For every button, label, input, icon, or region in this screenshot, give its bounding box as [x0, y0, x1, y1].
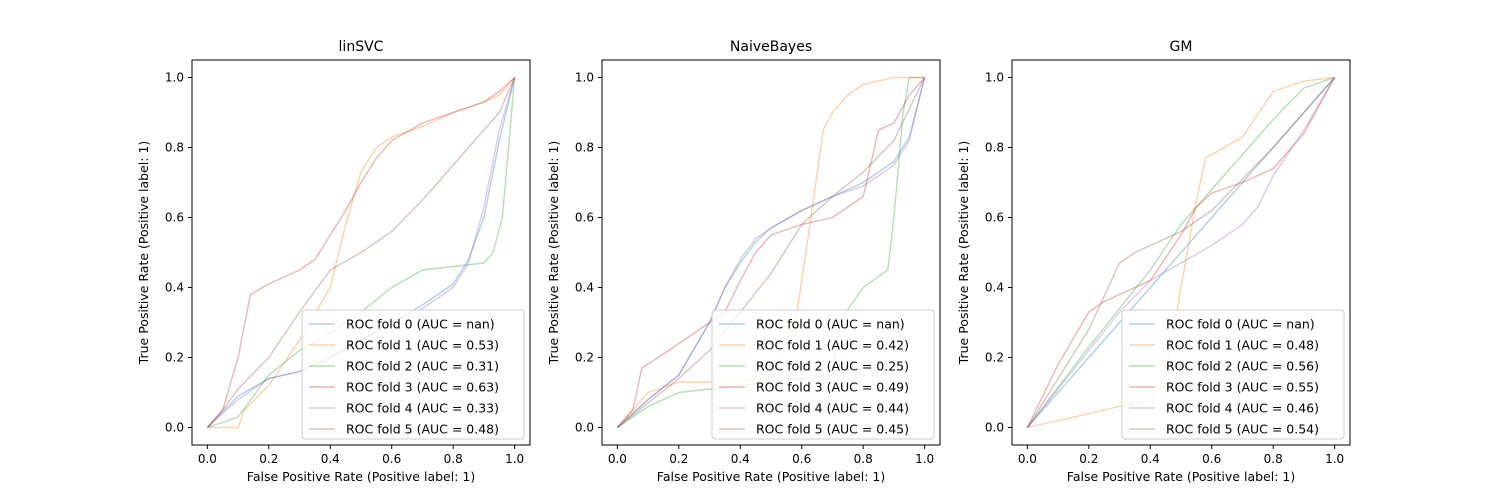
- subplot-panels: linSVC 0.0 0.2 0.4 0.6 0.8 1.0 0.0 0.2 0.4 0.6 0.8 1…: [136, 39, 1351, 484]
- legend-entry: ROC fold 2 (AUC = 0.31): [346, 359, 499, 374]
- roc-line-fold-1: [616, 76, 925, 428]
- roc-line-fold-4: [616, 77, 926, 429]
- x-tick-label: 0.6: [792, 452, 811, 466]
- chart-title: GM: [1170, 39, 1193, 55]
- x-tick-label: 0.8: [854, 452, 873, 466]
- roc-line-fold-3: [206, 76, 516, 428]
- axes-frame: [191, 59, 531, 446]
- x-tick-label: 0.0: [198, 452, 217, 466]
- x-tick-label: 0.8: [444, 452, 463, 466]
- legend-box: [711, 309, 935, 440]
- roc-line-fold-3: [616, 77, 926, 428]
- y-tick-label: 1.0: [165, 71, 184, 85]
- legend-entry: ROC fold 5 (AUC = 0.45): [756, 422, 909, 437]
- y-tick-label: 0.8: [985, 141, 1004, 155]
- subplot-0: linSVC 0.0 0.2 0.4 0.6 0.8 1.0 0.0 0.2 0.4 0.6 0.8 1…: [136, 39, 531, 484]
- legend-entry: ROC fold 5 (AUC = 0.54): [1166, 422, 1319, 437]
- axes-frame: [1011, 59, 1351, 446]
- roc-line-fold-5: [616, 77, 926, 429]
- x-tick-label: 0.2: [259, 452, 278, 466]
- legend-entry: ROC fold 1 (AUC = 0.53): [346, 338, 499, 353]
- roc-line-fold-5: [206, 77, 516, 428]
- roc-line-fold-2: [1026, 76, 1335, 428]
- roc-line-fold-0: [1026, 77, 1336, 428]
- legend: ROC fold 0 (AUC = nan) ROC fold 1 (AUC = …: [711, 309, 935, 440]
- x-axis-label: False Positive Rate (Positive label: 1): [247, 469, 475, 484]
- legend-entry: ROC fold 3 (AUC = 0.63): [346, 380, 499, 395]
- y-axis-label: True Positive Rate (Positive label: 1): [956, 141, 971, 366]
- legend: ROC fold 0 (AUC = nan) ROC fold 1 (AUC = …: [1121, 309, 1345, 440]
- roc-line-fold-0: [616, 77, 926, 429]
- legend-entry: ROC fold 0 (AUC = nan): [1166, 317, 1315, 332]
- x-tick-label: 0.2: [669, 452, 688, 466]
- legend-entry: ROC fold 4 (AUC = 0.46): [1166, 401, 1319, 416]
- legend-entry: ROC fold 5 (AUC = 0.48): [346, 422, 499, 437]
- roc-line-fold-4: [1026, 77, 1336, 428]
- legend-entry: ROC fold 1 (AUC = 0.42): [756, 338, 909, 353]
- x-axis-label: False Positive Rate (Positive label: 1): [1067, 469, 1295, 484]
- y-tick-label: 0.4: [575, 281, 594, 295]
- y-axis-label: True Positive Rate (Positive label: 1): [546, 141, 561, 366]
- axes-frame: [601, 59, 941, 446]
- legend-entry: ROC fold 2 (AUC = 0.25): [756, 359, 909, 374]
- legend-entry: ROC fold 1 (AUC = 0.48): [1166, 338, 1319, 353]
- legend: ROC fold 0 (AUC = nan) ROC fold 1 (AUC = …: [301, 309, 525, 440]
- y-tick-label: 1.0: [575, 71, 594, 85]
- y-tick-label: 0.0: [985, 421, 1004, 435]
- legend-entry: ROC fold 0 (AUC = nan): [756, 317, 905, 332]
- roc-line-fold-1: [1027, 76, 1335, 429]
- roc-line-fold-1: [207, 77, 516, 429]
- x-tick-label: 0.4: [1141, 452, 1160, 466]
- x-tick-label: 1.0: [915, 452, 934, 466]
- y-tick-label: 0.2: [985, 351, 1004, 365]
- chart-title: linSVC: [339, 39, 384, 55]
- x-tick-label: 0.4: [321, 452, 340, 466]
- subplot-1: NaiveBayes 0.0 0.2 0.4 0.6 0.8 1.0 0.0 0.2 0.4 0.6…: [546, 39, 941, 484]
- x-tick-label: 0.8: [1264, 452, 1283, 466]
- y-tick-label: 0.8: [165, 141, 184, 155]
- x-tick-label: 0.0: [608, 452, 627, 466]
- y-tick-label: 0.4: [985, 281, 1004, 295]
- y-tick-label: 0.8: [575, 141, 594, 155]
- legend-box: [301, 309, 525, 440]
- x-tick-label: 0.6: [1202, 452, 1221, 466]
- y-tick-label: 0.2: [165, 351, 184, 365]
- x-tick-label: 0.0: [1018, 452, 1037, 466]
- x-tick-label: 0.2: [1079, 452, 1098, 466]
- legend-entry: ROC fold 0 (AUC = nan): [346, 317, 495, 332]
- y-tick-label: 0.0: [575, 421, 594, 435]
- roc-line-fold-2: [207, 77, 516, 429]
- x-axis-label: False Positive Rate (Positive label: 1): [657, 469, 885, 484]
- y-tick-label: 0.2: [575, 351, 594, 365]
- x-tick-label: 1.0: [505, 452, 524, 466]
- roc-line-fold-5: [1026, 77, 1336, 428]
- legend-entry: ROC fold 4 (AUC = 0.33): [346, 401, 499, 416]
- series-group: [616, 76, 926, 429]
- x-tick-label: 1.0: [1325, 452, 1344, 466]
- x-tick-label: 0.4: [731, 452, 750, 466]
- y-tick-label: 0.4: [165, 281, 184, 295]
- y-tick-label: 0.6: [985, 211, 1004, 225]
- subplot-2: GM 0.0 0.2 0.4 0.6 0.8 1.0 0.0 0.2 0.4 0.6 0.8 1.0 Fa…: [956, 39, 1351, 484]
- y-tick-label: 0.6: [575, 211, 594, 225]
- legend-entry: ROC fold 3 (AUC = 0.49): [756, 380, 909, 395]
- legend-box: [1121, 309, 1345, 440]
- y-tick-label: 0.0: [165, 421, 184, 435]
- y-tick-label: 0.6: [165, 211, 184, 225]
- legend-entry: ROC fold 2 (AUC = 0.56): [1166, 359, 1319, 374]
- series-group: [1026, 76, 1336, 429]
- legend-entry: ROC fold 3 (AUC = 0.55): [1166, 380, 1319, 395]
- legend-entry: ROC fold 4 (AUC = 0.44): [756, 401, 909, 416]
- y-axis-label: True Positive Rate (Positive label: 1): [136, 141, 151, 366]
- x-tick-label: 0.6: [382, 452, 401, 466]
- y-tick-label: 1.0: [985, 71, 1004, 85]
- roc-line-fold-3: [1026, 77, 1336, 428]
- chart-title: NaiveBayes: [730, 39, 812, 55]
